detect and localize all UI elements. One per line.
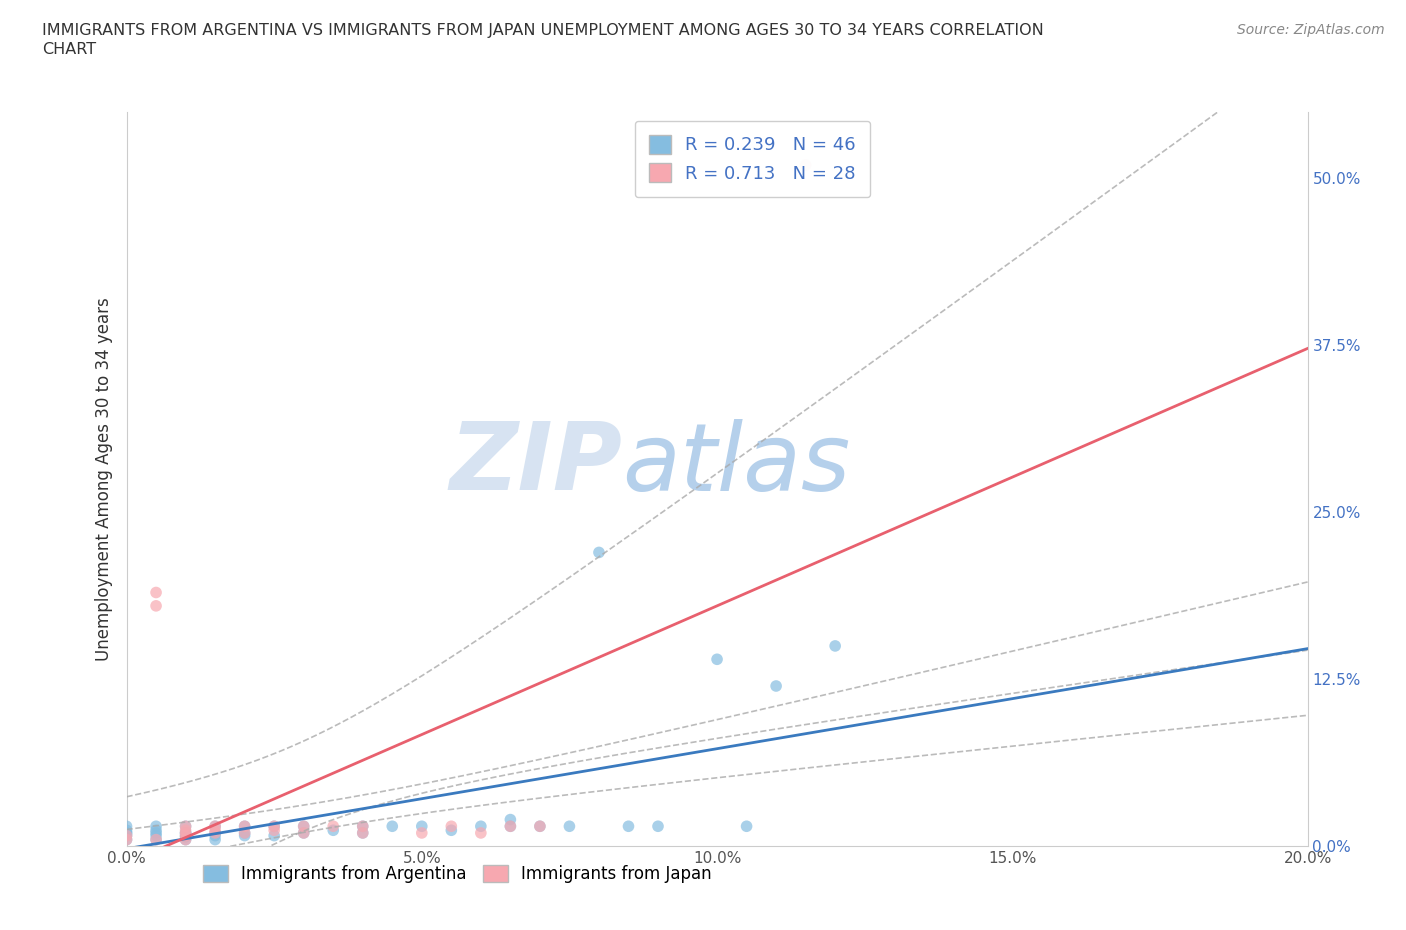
Point: [174, 826, 197, 841]
Point: [263, 823, 285, 838]
Point: [204, 826, 226, 841]
Point: [765, 679, 787, 694]
Point: [617, 818, 640, 833]
Point: [706, 652, 728, 667]
Point: [174, 826, 197, 841]
Point: [352, 826, 374, 841]
Point: [115, 818, 138, 833]
Point: [174, 823, 197, 838]
Point: [558, 818, 581, 833]
Point: [352, 818, 374, 833]
Point: [824, 639, 846, 654]
Point: [440, 818, 463, 833]
Point: [529, 818, 551, 833]
Point: [263, 818, 285, 833]
Point: [204, 832, 226, 847]
Point: [204, 826, 226, 841]
Point: [174, 818, 197, 833]
Point: [145, 585, 167, 600]
Point: [145, 829, 167, 844]
Point: [263, 818, 285, 833]
Point: [499, 818, 522, 833]
Point: [411, 818, 433, 833]
Point: [292, 818, 315, 833]
Point: [174, 826, 197, 841]
Point: [204, 818, 226, 833]
Point: [233, 829, 256, 844]
Point: [145, 826, 167, 841]
Point: [145, 598, 167, 613]
Point: [588, 545, 610, 560]
Point: [233, 826, 256, 841]
Point: [115, 832, 138, 847]
Point: [204, 823, 226, 838]
Point: [174, 830, 197, 844]
Point: [499, 818, 522, 833]
Point: [292, 826, 315, 841]
Point: [145, 832, 167, 847]
Point: [470, 818, 492, 833]
Text: atlas: atlas: [623, 418, 851, 510]
Point: [174, 832, 197, 847]
Point: [352, 826, 374, 841]
Point: [174, 829, 197, 844]
Point: [647, 818, 669, 833]
Point: [735, 818, 758, 833]
Point: [440, 823, 463, 838]
Point: [174, 818, 197, 833]
Point: [115, 829, 138, 844]
Point: [381, 818, 404, 833]
Point: [115, 826, 138, 841]
Point: [233, 818, 256, 833]
Point: [115, 823, 138, 838]
Point: [292, 818, 315, 833]
Point: [115, 826, 138, 841]
Text: IMMIGRANTS FROM ARGENTINA VS IMMIGRANTS FROM JAPAN UNEMPLOYMENT AMONG AGES 30 TO: IMMIGRANTS FROM ARGENTINA VS IMMIGRANTS …: [42, 23, 1043, 38]
Point: [115, 829, 138, 844]
Point: [263, 829, 285, 844]
Point: [322, 823, 344, 838]
Point: [115, 832, 138, 847]
Point: [145, 832, 167, 847]
Point: [174, 832, 197, 847]
Point: [174, 829, 197, 844]
Text: Source: ZipAtlas.com: Source: ZipAtlas.com: [1237, 23, 1385, 37]
Point: [233, 826, 256, 841]
Point: [292, 826, 315, 841]
Legend: Immigrants from Argentina, Immigrants from Japan: Immigrants from Argentina, Immigrants fr…: [195, 857, 718, 889]
Point: [233, 818, 256, 833]
Point: [411, 826, 433, 841]
Point: [145, 823, 167, 838]
Point: [204, 829, 226, 844]
Y-axis label: Unemployment Among Ages 30 to 34 years: Unemployment Among Ages 30 to 34 years: [94, 297, 112, 661]
Point: [352, 818, 374, 833]
Point: [145, 818, 167, 833]
Point: [470, 826, 492, 841]
Text: ZIP: ZIP: [450, 418, 623, 511]
Text: CHART: CHART: [42, 42, 96, 57]
Point: [529, 818, 551, 833]
Point: [204, 818, 226, 833]
Point: [499, 812, 522, 827]
Point: [794, 157, 817, 172]
Point: [322, 818, 344, 833]
